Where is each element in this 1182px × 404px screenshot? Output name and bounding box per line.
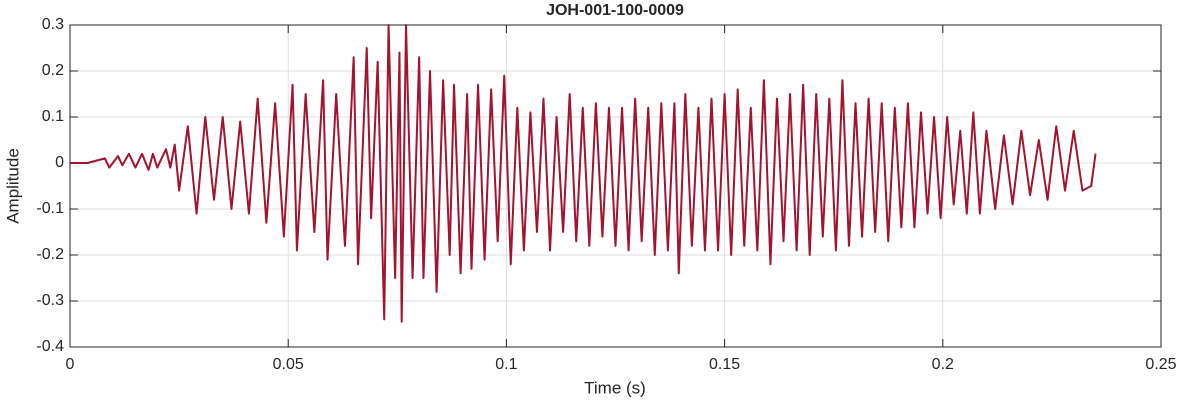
y-tick-label: -0.3 <box>36 292 64 309</box>
y-tick-label: -0.4 <box>36 338 64 355</box>
y-axis-label: Amplitude <box>3 148 22 224</box>
y-tick-label: 0.2 <box>42 62 64 79</box>
x-tick-label: 0.05 <box>273 356 304 373</box>
y-tick-label: 0.1 <box>42 108 64 125</box>
x-tick-label: 0.25 <box>1145 356 1176 373</box>
y-tick-label: 0.3 <box>42 16 64 33</box>
x-tick-label: 0.1 <box>495 356 517 373</box>
x-tick-label: 0 <box>66 356 75 373</box>
x-tick-label: 0.2 <box>932 356 954 373</box>
chart-title: JOH-001-100-0009 <box>546 2 684 19</box>
y-tick-label: -0.1 <box>36 200 64 217</box>
waveform-line <box>70 24 1097 323</box>
plot-frame <box>69 24 1162 348</box>
x-axis-label: Time (s) <box>584 378 646 397</box>
y-tick-label: -0.2 <box>36 246 64 263</box>
y-tick-label: 0 <box>55 154 64 171</box>
x-tick-label: 0.15 <box>709 356 740 373</box>
